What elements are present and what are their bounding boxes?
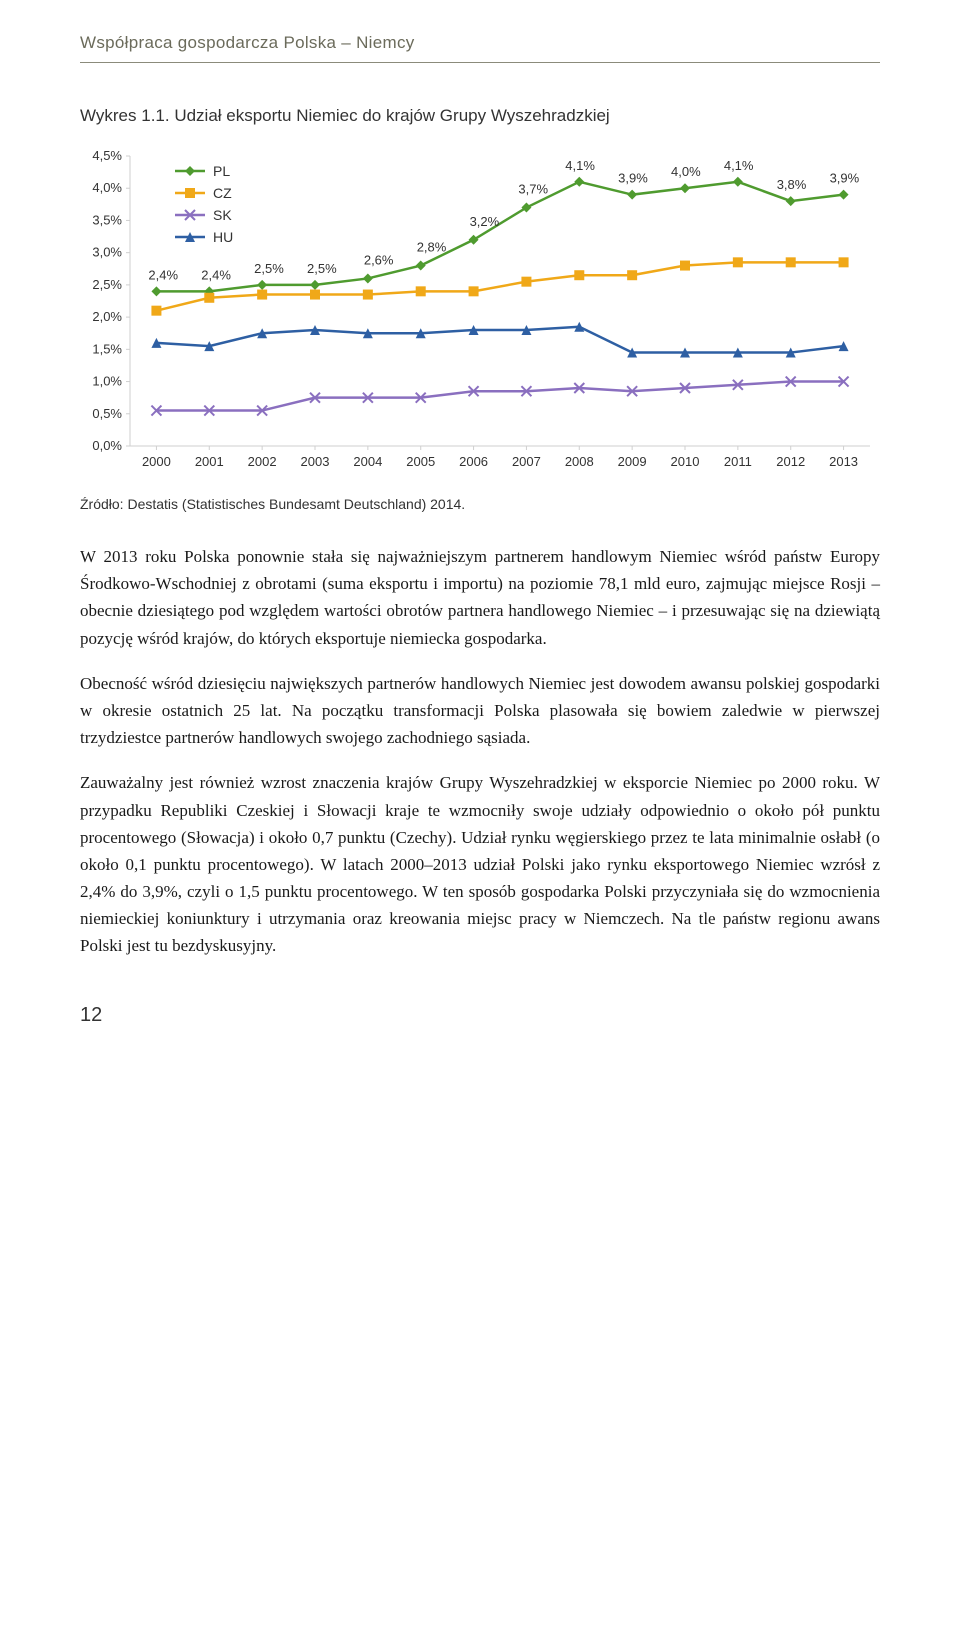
svg-text:0,5%: 0,5% <box>92 406 122 421</box>
paragraph: W 2013 roku Polska ponownie stała się na… <box>80 543 880 652</box>
svg-text:4,5%: 4,5% <box>92 148 122 163</box>
svg-text:SK: SK <box>213 207 232 223</box>
section-header: Współpraca gospodarcza Polska – Niemcy <box>80 30 880 56</box>
paragraph: Zauważalny jest również wzrost znaczenia… <box>80 769 880 959</box>
svg-text:CZ: CZ <box>213 185 232 201</box>
svg-text:2013: 2013 <box>829 454 858 469</box>
svg-text:2012: 2012 <box>776 454 805 469</box>
svg-text:2001: 2001 <box>195 454 224 469</box>
svg-text:3,2%: 3,2% <box>470 214 500 229</box>
svg-text:1,0%: 1,0% <box>92 374 122 389</box>
svg-text:0,0%: 0,0% <box>92 438 122 453</box>
svg-text:2002: 2002 <box>248 454 277 469</box>
svg-text:2,8%: 2,8% <box>417 240 447 255</box>
svg-text:2010: 2010 <box>671 454 700 469</box>
svg-text:2011: 2011 <box>724 454 752 469</box>
paragraph: Obecność wśród dziesięciu największych p… <box>80 670 880 752</box>
chart-source-note: Źródło: Destatis (Statistisches Bundesam… <box>80 494 880 515</box>
svg-text:2008: 2008 <box>565 454 594 469</box>
svg-text:2,4%: 2,4% <box>201 267 231 282</box>
svg-text:3,5%: 3,5% <box>92 212 122 227</box>
svg-text:4,1%: 4,1% <box>724 158 754 173</box>
svg-text:3,9%: 3,9% <box>618 171 648 186</box>
svg-text:PL: PL <box>213 163 230 179</box>
svg-text:2,5%: 2,5% <box>254 261 284 276</box>
svg-text:HU: HU <box>213 229 233 245</box>
chart-title: Wykres 1.1. Udział eksportu Niemiec do k… <box>80 103 880 129</box>
section-divider <box>80 62 880 63</box>
svg-text:3,7%: 3,7% <box>518 182 548 197</box>
svg-text:2000: 2000 <box>142 454 171 469</box>
chart-container: 0,0% 0,5% 1,0% 1,5% 2,0% 2,5% 3,0% 3,5% 4,0% 4,5%… <box>80 146 880 484</box>
svg-text:2,0%: 2,0% <box>92 309 122 324</box>
svg-text:4,0%: 4,0% <box>92 180 122 195</box>
svg-text:1,5%: 1,5% <box>92 341 122 356</box>
svg-text:2004: 2004 <box>353 454 382 469</box>
svg-text:2,5%: 2,5% <box>307 261 337 276</box>
body-text: W 2013 roku Polska ponownie stała się na… <box>80 543 880 960</box>
svg-text:2,4%: 2,4% <box>148 267 178 282</box>
svg-text:4,1%: 4,1% <box>565 158 595 173</box>
page-number: 12 <box>80 1000 880 1030</box>
svg-text:2009: 2009 <box>618 454 647 469</box>
svg-text:3,9%: 3,9% <box>830 171 860 186</box>
svg-text:2,5%: 2,5% <box>92 277 122 292</box>
svg-text:2,6%: 2,6% <box>364 252 394 267</box>
svg-text:2007: 2007 <box>512 454 541 469</box>
svg-text:2006: 2006 <box>459 454 488 469</box>
svg-text:3,8%: 3,8% <box>777 177 807 192</box>
svg-text:3,0%: 3,0% <box>92 245 122 260</box>
line-chart: 0,0% 0,5% 1,0% 1,5% 2,0% 2,5% 3,0% 3,5% 4,0% 4,5%… <box>80 146 880 476</box>
svg-text:2005: 2005 <box>406 454 435 469</box>
svg-text:2003: 2003 <box>301 454 330 469</box>
svg-text:4,0%: 4,0% <box>671 164 701 179</box>
